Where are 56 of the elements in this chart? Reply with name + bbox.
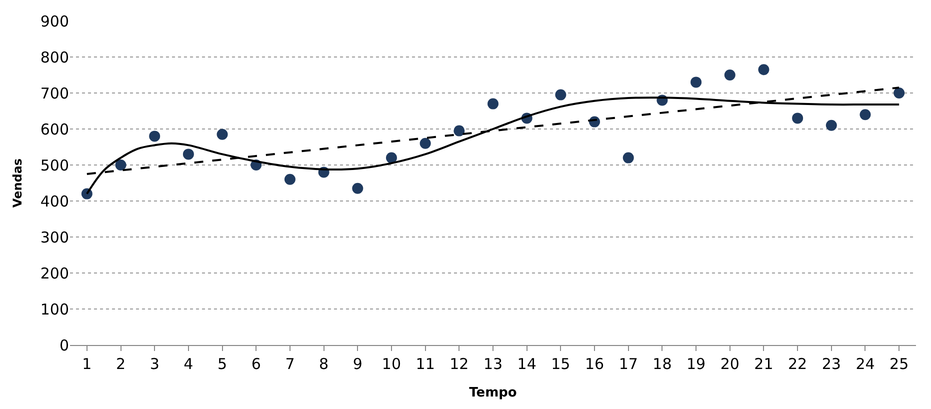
x-tick-label: 20 — [720, 355, 740, 373]
y-tick-label: 100 — [40, 300, 69, 318]
point — [758, 64, 770, 76]
point — [792, 112, 804, 124]
point — [182, 148, 194, 160]
point — [488, 98, 498, 110]
y-tick-label: 900 — [40, 12, 69, 30]
y-tick-label: 800 — [40, 48, 69, 66]
x-tick-label: 6 — [251, 355, 261, 373]
point — [284, 174, 296, 185]
x-tick-label: 11 — [416, 355, 435, 373]
point — [860, 109, 871, 120]
x-tick-label: 23 — [822, 355, 841, 373]
x-tick-label: 21 — [754, 355, 774, 373]
point — [724, 70, 736, 80]
x-tick-label: 25 — [890, 355, 909, 373]
x-tick-label: 2 — [116, 355, 126, 373]
point — [386, 152, 397, 164]
x-tick-label: 7 — [285, 355, 295, 373]
x-tick-label: 18 — [652, 355, 672, 373]
x-tick-label: 1 — [82, 355, 92, 373]
x-tick-label: 16 — [584, 355, 604, 373]
point — [149, 130, 160, 142]
point — [216, 128, 228, 140]
x-tick-label: 13 — [483, 355, 503, 373]
point — [690, 76, 702, 88]
y-tick-label: 700 — [40, 84, 69, 102]
x-tick-label: 3 — [150, 355, 160, 373]
y-tick-label: 600 — [40, 120, 69, 138]
point — [826, 120, 837, 131]
y-axis-title: Vendas — [10, 158, 25, 208]
y-tick-label: 400 — [40, 192, 69, 210]
point — [555, 89, 566, 100]
x-tick-label: 17 — [618, 355, 638, 373]
x-tick-label: 10 — [382, 355, 402, 373]
x-tick-label: 22 — [788, 355, 808, 373]
x-tick-label: 14 — [517, 355, 536, 373]
x-tick-label: 24 — [856, 355, 875, 373]
x-tick-label: 12 — [450, 355, 469, 373]
x-tick-label: 8 — [319, 355, 329, 373]
point — [894, 88, 905, 98]
y-tick-label: 0 — [59, 336, 69, 354]
x-tick-label: 5 — [218, 355, 228, 373]
y-tick-label: 200 — [40, 264, 69, 282]
point — [352, 182, 364, 194]
point — [115, 160, 126, 170]
x-tick-label: 9 — [352, 355, 362, 373]
point — [622, 152, 634, 164]
x-tick-label: 19 — [686, 355, 706, 373]
y-tick-label: 500 — [40, 156, 69, 174]
point — [420, 138, 431, 149]
y-tick-label: 300 — [40, 228, 69, 246]
x-tick-label: 15 — [551, 355, 570, 373]
x-axis-title: Tempo — [469, 386, 517, 401]
x-tick-label: 4 — [184, 355, 194, 373]
point — [454, 125, 465, 136]
